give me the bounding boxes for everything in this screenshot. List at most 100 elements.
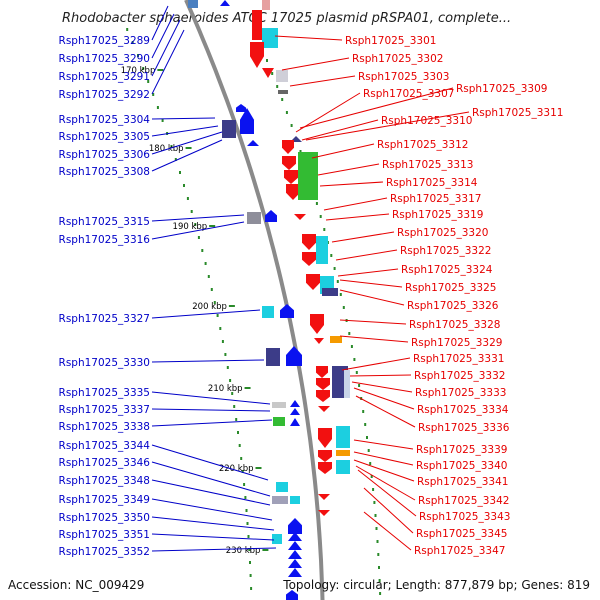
left-gene-label[interactable]: Rsph17025_3346 [59, 457, 151, 469]
track-dot [319, 215, 322, 218]
right-gene-label[interactable]: Rsph17025_3334 [417, 404, 509, 416]
left-gene-label[interactable]: Rsph17025_3291 [59, 71, 150, 83]
gene-block [272, 402, 286, 408]
reverse-gene-arrow [236, 104, 246, 112]
leader-line [353, 439, 414, 450]
right-gene-label[interactable]: Rsph17025_3310 [381, 115, 472, 127]
gene-block [322, 288, 338, 296]
left-gene-label[interactable]: Rsph17025_3344 [59, 440, 151, 452]
left-gene-label[interactable]: Rsph17025_3315 [59, 216, 150, 228]
track-dot [378, 566, 380, 569]
right-gene-label[interactable]: Rsph17025_3342 [418, 495, 509, 507]
forward-gene-arrow [316, 378, 330, 390]
right-gene-label[interactable]: Rsph17025_3312 [377, 139, 468, 151]
right-gene-label[interactable]: Rsph17025_3328 [409, 319, 500, 331]
forward-gene-arrow [250, 42, 264, 68]
left-gene-label[interactable]: Rsph17025_3305 [59, 131, 150, 143]
leader-line [355, 395, 416, 428]
right-gene-label[interactable]: Rsph17025_3302 [352, 53, 443, 65]
right-gene-label[interactable]: Rsph17025_3322 [400, 245, 491, 257]
right-gene-labels: Rsph17025_3301 Rsph17025_3302 Rsph17025_33… [345, 35, 563, 557]
right-gene-label[interactable]: Rsph17025_3345 [416, 528, 507, 540]
gene-block [266, 348, 280, 366]
left-gene-label[interactable]: Rsph17025_3292 [59, 89, 150, 101]
accession-value: NC_009429 [75, 578, 145, 592]
left-gene-label[interactable]: Rsph17025_3306 [59, 149, 151, 161]
left-gene-label[interactable]: Rsph17025_3338 [59, 421, 150, 433]
left-gene-label[interactable]: Rsph17025_3330 [59, 357, 150, 369]
left-gene-label[interactable]: Rsph17025_3289 [59, 35, 150, 47]
left-gene-label[interactable]: Rsph17025_3335 [59, 387, 150, 399]
right-gene-label[interactable]: Rsph17025_3303 [358, 71, 449, 83]
right-gene-label[interactable]: Rsph17025_3326 [407, 300, 499, 312]
leader-line [337, 268, 399, 277]
right-gene-label[interactable]: Rsph17025_3324 [401, 264, 493, 276]
leader-line [349, 374, 412, 377]
forward-gene-arrow [286, 184, 300, 200]
leader-line [363, 487, 414, 534]
right-gene-label[interactable]: Rsph17025_3341 [417, 476, 508, 488]
leader-line [151, 359, 265, 363]
track-dot [250, 587, 253, 590]
right-gene-label[interactable]: Rsph17025_3307 [363, 88, 454, 100]
left-gene-label[interactable]: Rsph17025_3349 [59, 494, 150, 506]
reverse-gene-arrow [288, 541, 302, 550]
leader-line [339, 319, 407, 325]
right-gene-label[interactable]: Rsph17025_3314 [386, 177, 478, 189]
leader-line [151, 5, 169, 41]
leader-line [274, 35, 343, 41]
leader-line [281, 57, 350, 71]
right-gene-label[interactable]: Rsph17025_3301 [345, 35, 436, 47]
left-gene-label[interactable]: Rsph17025_3337 [59, 404, 150, 416]
track-dot [179, 171, 181, 174]
track-dot [248, 548, 251, 551]
right-gene-label[interactable]: Rsph17025_3311 [472, 107, 563, 119]
track-dot [183, 184, 185, 187]
right-gene-label[interactable]: Rsph17025_3331 [413, 353, 504, 365]
track-dot [271, 72, 274, 75]
gene-block [273, 417, 285, 426]
left-gene-label[interactable]: Rsph17025_3304 [59, 114, 151, 126]
right-gene-label[interactable]: Rsph17025_3325 [405, 282, 496, 294]
track-dot [226, 366, 229, 369]
right-gene-label[interactable]: Rsph17025_3317 [390, 193, 481, 205]
track-dot [201, 249, 204, 252]
leader-line [311, 143, 375, 159]
gene-block [247, 212, 261, 224]
track-dot [323, 228, 326, 231]
left-gene-label[interactable]: Rsph17025_3352 [59, 546, 150, 558]
left-gene-label[interactable]: Rsph17025_3351 [59, 529, 150, 541]
right-gene-label[interactable]: Rsph17025_3333 [415, 387, 506, 399]
reverse-gene-arrow [220, 0, 230, 6]
track-dot [375, 527, 378, 530]
scale-tick-label: 230 kbp [226, 546, 261, 556]
forward-gene-arrow [284, 170, 298, 184]
right-gene-label[interactable]: Rsph17025_3319 [392, 209, 483, 221]
left-gene-label[interactable]: Rsph17025_3316 [59, 234, 151, 246]
leader-line [339, 335, 409, 343]
track-dot [241, 470, 244, 473]
left-gene-label[interactable]: Rsph17025_3290 [59, 53, 150, 65]
track-dot [170, 145, 173, 148]
right-gene-label[interactable]: Rsph17025_3313 [382, 159, 473, 171]
left-gene-label[interactable]: Rsph17025_3327 [59, 313, 150, 325]
right-gene-label[interactable]: Rsph17025_3320 [397, 227, 488, 239]
left-gene-label[interactable]: Rsph17025_3348 [59, 475, 150, 487]
right-gene-label[interactable]: Rsph17025_3339 [416, 444, 507, 456]
track-dot [126, 28, 129, 31]
track-dot [147, 80, 150, 83]
right-gene-label[interactable]: Rsph17025_3329 [411, 337, 502, 349]
track-dot [281, 98, 284, 101]
right-gene-label[interactable]: Rsph17025_3336 [418, 422, 510, 434]
track-dot [231, 392, 234, 395]
reverse-gene-arrow [288, 559, 302, 568]
leader-line [151, 309, 261, 319]
right-gene-label[interactable]: Rsph17025_3343 [419, 511, 510, 523]
right-gene-label[interactable]: Rsph17025_3332 [414, 370, 505, 382]
right-gene-label[interactable]: Rsph17025_3347 [414, 545, 505, 557]
right-gene-label[interactable]: Rsph17025_3340 [416, 460, 507, 472]
right-gene-label[interactable]: Rsph17025_3309 [456, 83, 547, 95]
gene-block [336, 460, 350, 474]
left-gene-label[interactable]: Rsph17025_3308 [59, 166, 150, 178]
left-gene-label[interactable]: Rsph17025_3350 [59, 512, 150, 524]
